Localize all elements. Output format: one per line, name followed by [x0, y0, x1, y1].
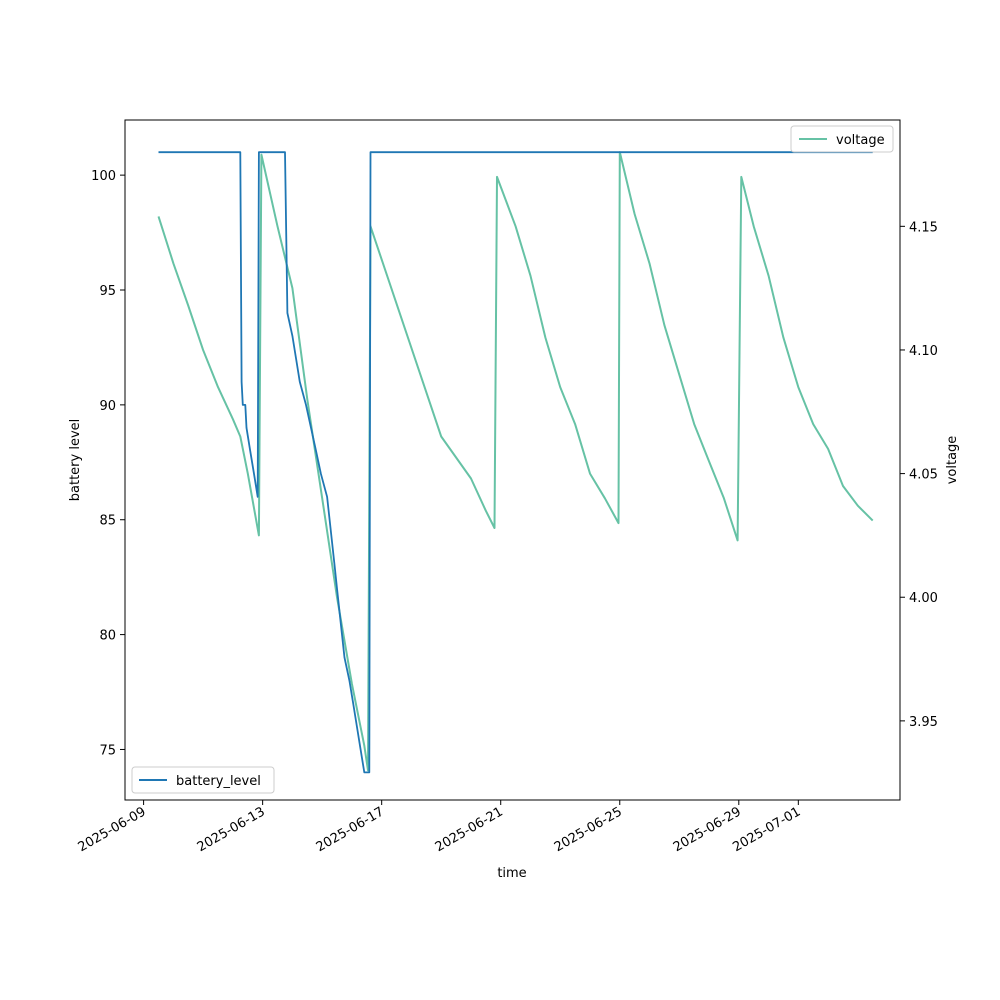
- series-layer: [157, 151, 874, 774]
- left-y-axis-label: battery level: [68, 419, 83, 502]
- left-y-tick-label: 100: [91, 169, 116, 184]
- left-y-tick-label: 80: [99, 629, 116, 644]
- right-y-tick-label: 3.95: [909, 715, 938, 730]
- legend-battery-level-label: battery_level: [176, 774, 261, 789]
- left-y-tick-label: 75: [99, 743, 116, 758]
- left-y-tick-label: 90: [99, 399, 116, 414]
- series-line-voltage: [157, 151, 874, 772]
- legend-battery-level[interactable]: battery_level: [131, 766, 275, 794]
- x-axis-label: time: [497, 866, 526, 881]
- right-y-tick-label: 4.05: [909, 468, 938, 483]
- right-y-tick-label: 4.00: [909, 591, 938, 606]
- left-y-tick-label: 95: [99, 284, 116, 299]
- legend-battery-level-box: [131, 766, 275, 794]
- series-line-battery-level: [158, 151, 873, 774]
- right-y-axis-label: voltage: [945, 436, 960, 485]
- right-y-tick-label: 4.15: [909, 220, 938, 235]
- left-y-tick-label: 85: [99, 514, 116, 529]
- plot-frame: [124, 119, 901, 801]
- legend-voltage[interactable]: voltage: [790, 125, 894, 153]
- legend-voltage-box: [790, 125, 894, 153]
- right-y-tick-label: 4.10: [909, 344, 938, 359]
- legend-voltage-label: voltage: [836, 133, 885, 148]
